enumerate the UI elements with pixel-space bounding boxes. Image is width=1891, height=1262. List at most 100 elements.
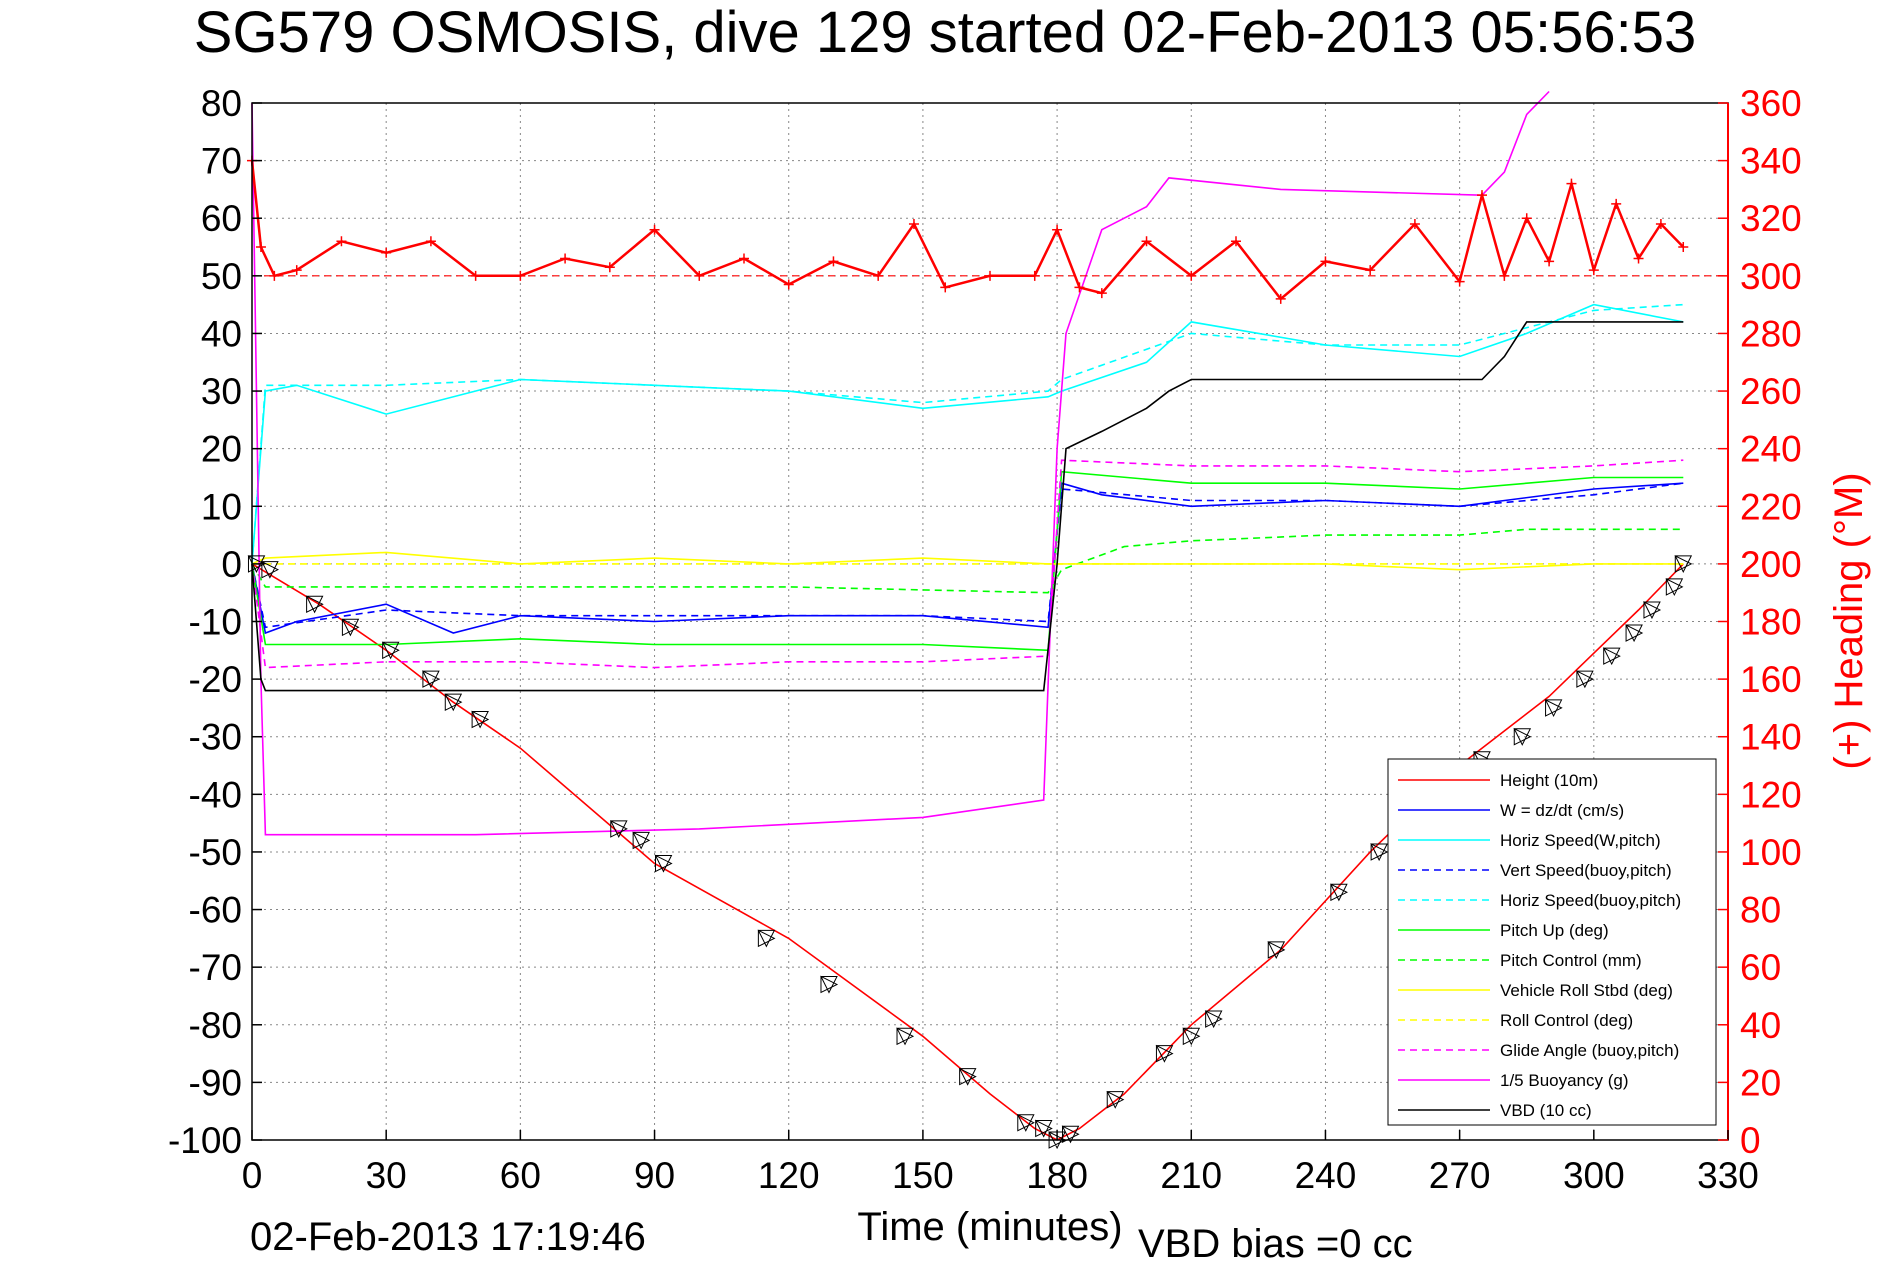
heading-point [425, 236, 436, 247]
heading-point [1186, 270, 1197, 281]
heading-point [381, 247, 392, 258]
heading-tick-label: 0 [1740, 1120, 1761, 1161]
height-marker [958, 1067, 977, 1086]
heading-line [250, 160, 1685, 301]
x-axis-ticks: 0 30 60 90 120 150 180 210 240 270 300 330 [242, 1130, 1759, 1196]
y-tick-label: -70 [189, 947, 242, 988]
y-tick-label: 70 [201, 141, 242, 182]
height-marker [1665, 578, 1684, 597]
heading-point [783, 279, 794, 290]
x-tick-label: 90 [634, 1155, 675, 1196]
x-tick-label: 330 [1697, 1155, 1759, 1196]
heading-point [985, 270, 995, 281]
height-marker [1643, 601, 1662, 620]
x-tick-label: 0 [242, 1155, 263, 1196]
y-tick-label: -10 [189, 602, 242, 643]
heading-point [739, 253, 749, 264]
heading-point [560, 253, 571, 264]
heading-point [908, 218, 919, 229]
y-tick-label: 80 [201, 83, 242, 124]
heading-point [1141, 236, 1152, 247]
legend-label-horiz_buoy: Horiz Speed(buoy,pitch) [1500, 891, 1681, 910]
series-vbd [251, 321, 1684, 692]
heading-tick-label: 320 [1740, 198, 1802, 239]
legend-label-horiz_w: Horiz Speed(W,pitch) [1500, 831, 1661, 850]
height-marker [1182, 1027, 1201, 1046]
heading-tick-label: 40 [1740, 1005, 1781, 1046]
y-tick-label: -40 [189, 774, 242, 815]
heading-point [1074, 282, 1085, 293]
legend-label-buoyancy: 1/5 Buoyancy (g) [1500, 1071, 1629, 1090]
y-tick-label: -60 [189, 890, 242, 931]
heading-point [1454, 276, 1465, 287]
height-marker [422, 670, 441, 689]
series-buoyancy [251, 90, 1550, 836]
heading-point [1544, 256, 1555, 267]
heading-point [515, 270, 526, 281]
heading-point [1477, 190, 1487, 201]
height-marker [654, 854, 673, 873]
heading-point [1409, 218, 1420, 229]
heading-tick-label: 160 [1740, 659, 1802, 700]
height-marker [632, 831, 651, 850]
heading-point [470, 270, 481, 281]
heading-point [873, 270, 884, 281]
height-marker [1016, 1113, 1035, 1132]
x-axis-label: Time (minutes) [857, 1205, 1122, 1249]
legend-label-glide: Glide Angle (buoy,pitch) [1500, 1041, 1679, 1060]
height-marker [471, 710, 490, 729]
height-marker [305, 595, 324, 614]
heading-point [255, 242, 266, 253]
heading-point [649, 224, 660, 235]
heading-tick-label: 280 [1740, 313, 1802, 354]
height-marker [1370, 843, 1389, 862]
heading-point [940, 282, 951, 293]
height-marker [757, 929, 776, 948]
heading-point [1678, 242, 1689, 253]
heading-tick-label: 360 [1740, 83, 1802, 124]
height-marker [896, 1027, 915, 1046]
heading-axis-ticks: 3603403203002802602402202001801601401201… [1718, 83, 1802, 1161]
heading-tick-label: 20 [1740, 1062, 1781, 1103]
heading-point [1566, 178, 1577, 189]
x-tick-label: 300 [1563, 1155, 1625, 1196]
heading-tick-label: 300 [1740, 256, 1802, 297]
series-horiz_buoy [251, 303, 1684, 564]
x-tick-label: 180 [1026, 1155, 1088, 1196]
legend-label-pitch_ctrl: Pitch Control (mm) [1500, 951, 1642, 970]
series-horiz_w [251, 303, 1684, 564]
series-vert_buoy [251, 482, 1684, 629]
y-tick-label: -30 [189, 717, 242, 758]
height-marker [1576, 670, 1594, 689]
series-roll [251, 551, 1684, 571]
height-marker [1106, 1090, 1125, 1109]
heading-point [1521, 213, 1532, 224]
y-tick-label: 40 [201, 313, 242, 354]
y-tick-label: -20 [189, 659, 242, 700]
x-tick-label: 210 [1160, 1155, 1222, 1196]
heading-point [1231, 236, 1241, 247]
y-tick-label: 10 [201, 486, 242, 527]
heading-tick-label: 80 [1740, 890, 1781, 931]
heading-tick-label: 200 [1740, 544, 1802, 585]
height-markers [247, 555, 1693, 1150]
heading-point [1633, 253, 1644, 264]
heading-point [1655, 218, 1666, 229]
heading-tick-label: 220 [1740, 486, 1802, 527]
x-tick-label: 150 [892, 1155, 954, 1196]
heading-point [1029, 270, 1040, 281]
legend-label-pitch: Pitch Up (deg) [1500, 921, 1609, 940]
footer-timestamp: 02-Feb-2013 17:19:46 [250, 1215, 646, 1259]
x-tick-label: 60 [500, 1155, 541, 1196]
height-marker [1034, 1119, 1053, 1138]
heading-point [1365, 265, 1376, 276]
y-tick-label: 20 [201, 429, 242, 470]
heading-point [604, 262, 615, 273]
heading-point [694, 270, 705, 281]
x-tick-label: 270 [1429, 1155, 1491, 1196]
height-marker [1513, 727, 1532, 746]
x-tick-label: 240 [1295, 1155, 1357, 1196]
heading-tick-label: 260 [1740, 371, 1802, 412]
height-marker [341, 618, 360, 637]
y-tick-label: 30 [201, 371, 242, 412]
